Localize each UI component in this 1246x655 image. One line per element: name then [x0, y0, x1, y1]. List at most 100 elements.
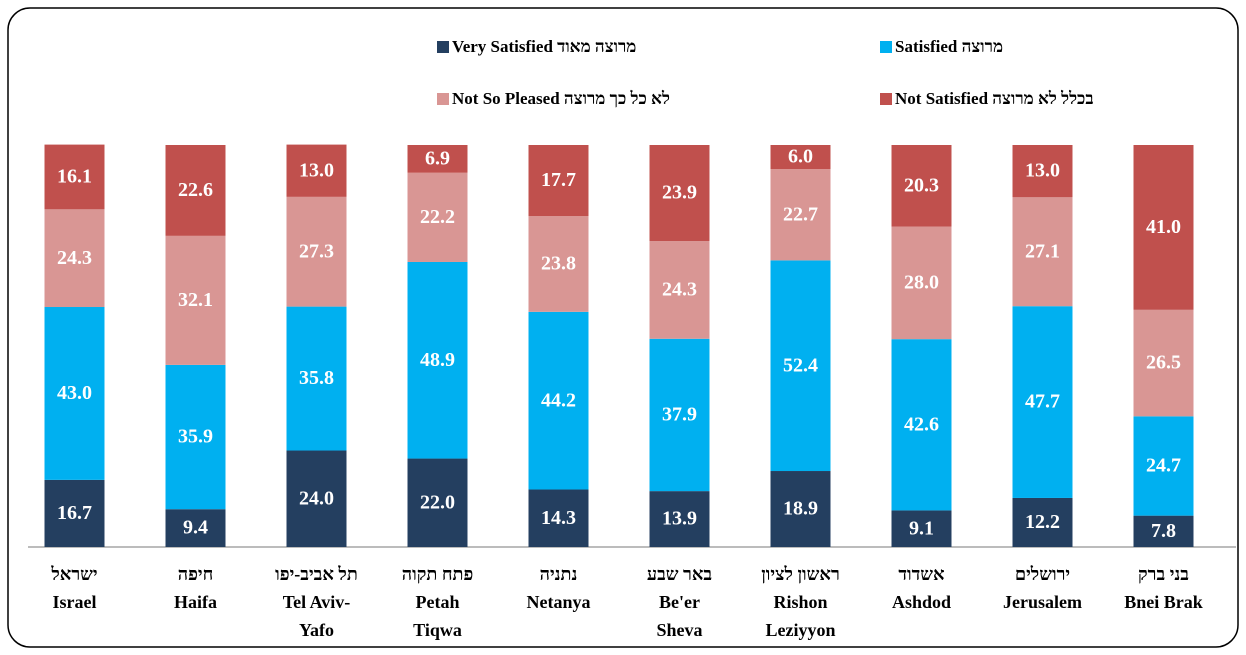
value-label: 20.3	[904, 174, 939, 196]
bar-segment	[528, 489, 589, 547]
bar-segment	[165, 364, 226, 510]
x-tick-label: נתניה	[540, 564, 578, 584]
bar-segment	[1012, 145, 1073, 198]
x-tick-label: חיפה	[178, 564, 214, 584]
legend-label: Not So Pleased לא כל כך מרוצה	[452, 89, 670, 108]
x-tick-label: ראשון לציון	[761, 564, 840, 584]
bar-segment	[891, 510, 952, 547]
x-tick-label: Leziyyon	[766, 620, 836, 640]
bar-segment	[286, 144, 347, 197]
bar-segment	[770, 260, 831, 472]
legend-label: Satisfied מרוצה	[895, 37, 1003, 56]
x-tick-label: Israel	[53, 592, 97, 612]
value-label: 26.5	[1146, 352, 1181, 374]
x-tick-label: אשדוד	[898, 564, 944, 584]
bar-segment	[649, 241, 710, 339]
x-tick-label: Petah	[416, 592, 460, 612]
value-label: 22.7	[783, 203, 818, 225]
value-label: 9.1	[909, 517, 934, 539]
bar-segment	[407, 458, 468, 547]
value-label: 27.3	[299, 240, 334, 262]
bar-segment	[165, 235, 226, 365]
x-tick-label: Ashdod	[892, 592, 951, 612]
value-label: 23.8	[541, 253, 576, 275]
bar-segment	[44, 307, 105, 480]
value-label: 35.8	[299, 367, 334, 389]
bar-segment	[649, 491, 710, 547]
value-label: 22.2	[420, 206, 455, 228]
value-label: 47.7	[1025, 391, 1060, 413]
value-label: 23.9	[662, 182, 697, 204]
x-tick-label: באר שבע	[647, 564, 713, 584]
x-tick-label: Netanya	[527, 592, 591, 612]
legend-label: Not Satisfied בכלל לא מרוצה	[895, 89, 1094, 108]
bar-segment	[891, 145, 952, 227]
value-label: 48.9	[420, 349, 455, 371]
legend-label: Very Satisfied מרוצה מאוד	[452, 37, 636, 56]
bar-segment	[407, 172, 468, 262]
legend-swatch	[880, 93, 892, 105]
value-label: 17.7	[541, 169, 576, 191]
bar-segment	[165, 145, 226, 236]
bar-segment	[286, 196, 347, 307]
value-label: 42.6	[904, 413, 939, 435]
value-label: 37.9	[662, 404, 697, 426]
value-label: 24.3	[57, 247, 92, 269]
value-label: 35.9	[178, 426, 213, 448]
value-label: 32.1	[178, 289, 213, 311]
value-label: 6.9	[425, 147, 450, 169]
bar-segment	[1133, 309, 1194, 417]
value-label: 13.9	[662, 508, 697, 530]
x-tick-label: ישראל	[50, 564, 97, 584]
bar-segment	[528, 145, 589, 217]
value-label: 16.1	[57, 166, 92, 188]
value-label: 22.0	[420, 491, 455, 513]
bar-segment	[770, 145, 831, 170]
value-label: 22.6	[178, 179, 213, 201]
bar-segment	[407, 145, 468, 173]
value-label: 6.0	[788, 146, 813, 168]
x-tick-label: Rishon	[773, 592, 827, 612]
bar-segment	[1133, 416, 1194, 516]
bar-segment	[1012, 497, 1073, 547]
value-label: 52.4	[783, 354, 818, 376]
x-tick-label: ירושלים	[1015, 564, 1070, 584]
bar-segment	[286, 450, 347, 547]
value-label: 9.4	[183, 517, 208, 539]
x-tick-label: Bnei Brak	[1124, 592, 1203, 612]
bar-segment	[1133, 145, 1194, 310]
value-label: 24.3	[662, 279, 697, 301]
value-label: 41.0	[1146, 216, 1181, 238]
bar-segment	[528, 216, 589, 312]
bar-segment	[44, 479, 105, 547]
value-label: 27.1	[1025, 240, 1060, 262]
value-label: 16.7	[57, 502, 92, 524]
legend-swatch	[437, 93, 449, 105]
x-tick-label: Haifa	[174, 592, 217, 612]
bar-segment	[528, 311, 589, 490]
bar-segment	[891, 226, 952, 340]
x-tick-label: Tel Aviv-	[283, 592, 351, 612]
x-tick-label: Sheva	[656, 620, 702, 640]
x-tick-label: Be'er	[659, 592, 700, 612]
value-label: 18.9	[783, 498, 818, 520]
legend-swatch	[880, 41, 892, 53]
value-label: 24.0	[299, 487, 334, 509]
bar-segment	[649, 338, 710, 492]
bar-segment	[44, 209, 105, 308]
bar-segment	[1133, 515, 1194, 547]
bar-segment	[891, 339, 952, 511]
value-label: 13.0	[1025, 160, 1060, 182]
x-tick-label: תל אביב-יפו	[275, 564, 358, 584]
value-label: 7.8	[1151, 520, 1176, 542]
bar-segment	[286, 306, 347, 451]
value-label: 12.2	[1025, 511, 1060, 533]
bar-segment	[44, 144, 105, 210]
x-tick-label: Yafo	[299, 620, 334, 640]
bar-segment	[1012, 306, 1073, 498]
x-tick-label: בני ברק	[1138, 564, 1189, 584]
legend-swatch	[437, 41, 449, 53]
value-label: 24.7	[1146, 455, 1181, 477]
bar-segment	[407, 261, 468, 459]
